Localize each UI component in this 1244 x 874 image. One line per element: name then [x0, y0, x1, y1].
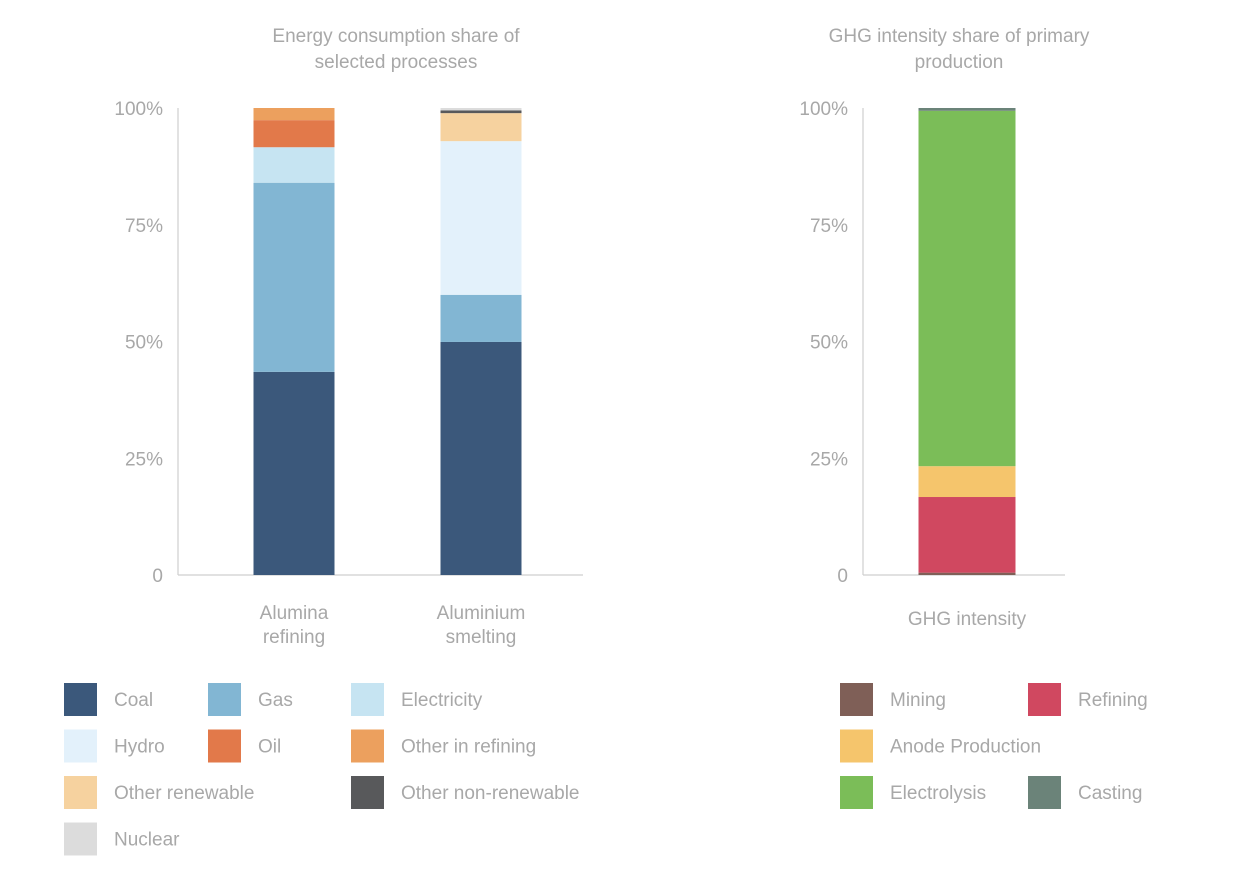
chart1-y-tick-label: 75% [125, 216, 163, 237]
chart1-legend-swatch-electricity [351, 683, 384, 716]
chart1-bar-segment-other-renewable [440, 113, 522, 142]
chart2-title-line: production [915, 52, 1004, 73]
chart1-legend-swatch-other-renewable [64, 776, 97, 809]
chart2-legend-swatch-casting [1028, 776, 1061, 809]
chart1-legend-label-nuclear: Nuclear [114, 830, 180, 851]
chart1-legend-label-electricity: Electricity [401, 690, 483, 711]
chart2-legend-label-electrolysis: Electrolysis [890, 783, 986, 804]
chart1-bar-segment-hydro [440, 141, 522, 295]
chart1-legend-swatch-oil [208, 729, 241, 763]
chart1-legend-swatch-gas [208, 683, 241, 716]
chart1-x-tick-label: smelting [446, 627, 517, 648]
chart2-y-tick-label: 25% [810, 449, 848, 470]
chart1-legend-label-hydro: Hydro [114, 737, 165, 758]
chart2-bar-segment-anode-production [918, 466, 1016, 498]
chart1-legend-label-other-renewable: Other renewable [114, 783, 254, 804]
chart2-legend-label-mining: Mining [890, 690, 946, 711]
chart1-y-tick-label: 0 [152, 566, 163, 587]
chart1-x-tick-label: Alumina [260, 603, 329, 624]
chart1-title-line: selected processes [315, 52, 478, 73]
chart2-legend-swatch-electrolysis [840, 776, 873, 809]
chart2-y-tick-label: 50% [810, 333, 848, 354]
chart1-bar-segment-oil [253, 120, 335, 148]
chart1-legend-label-gas: Gas [258, 690, 293, 711]
chart2-legend-label-casting: Casting [1078, 783, 1142, 804]
chart1-x-tick-label: refining [263, 627, 325, 648]
chart1-bar-segment-other-in-refining [253, 108, 335, 121]
chart2-title-line: GHG intensity share of primary [829, 26, 1090, 47]
chart2-legend-label-refining: Refining [1078, 690, 1148, 711]
chart1-bar-segment-electricity [253, 147, 335, 183]
chart1-legend-label-coal: Coal [114, 690, 153, 711]
chart1-legend-label-other-in-refining: Other in refining [401, 737, 536, 758]
chart2-y-tick-label: 75% [810, 216, 848, 237]
chart1-y-tick-label: 25% [125, 449, 163, 470]
chart2-legend-swatch-anode-production [840, 729, 873, 763]
chart1-bar-segment-gas [253, 182, 335, 372]
chart1-legend-swatch-coal [64, 683, 97, 716]
chart1-legend-label-oil: Oil [258, 737, 281, 758]
chart2-legend-label-anode-production: Anode Production [890, 737, 1041, 758]
chart1-bar-segment-coal [440, 341, 522, 575]
chart1-bar-segment-coal [253, 371, 335, 575]
chart1-y-tick-label: 100% [114, 99, 163, 120]
chart1-bar-segment-gas [440, 294, 522, 342]
chart1-title-line: Energy consumption share of [272, 26, 520, 47]
chart2-y-tick-label: 100% [799, 99, 848, 120]
chart1-bar-segment-nuclear [440, 108, 522, 111]
chart2-legend-swatch-refining [1028, 683, 1061, 716]
chart2-x-tick-label: GHG intensity [908, 609, 1027, 630]
chart1-bar-segment-other-non-renewable [440, 110, 522, 114]
chart2-y-tick-label: 0 [837, 566, 848, 587]
chart1-legend-swatch-hydro [64, 729, 97, 763]
chart2-bar-segment-casting [918, 108, 1016, 111]
chart1-x-tick-label: Aluminium [437, 603, 526, 624]
chart1-y-tick-label: 50% [125, 333, 163, 354]
chart2-bar-segment-electrolysis [918, 110, 1016, 467]
chart1-legend-swatch-other-non-renewable [351, 776, 384, 809]
chart1-legend-swatch-nuclear [64, 822, 97, 856]
chart1-legend-label-other-non-renewable: Other non-renewable [401, 783, 580, 804]
chart1-legend-swatch-other-in-refining [351, 729, 384, 763]
chart2-bar-segment-refining [918, 497, 1016, 573]
chart2-bar-segment-mining [918, 572, 1016, 575]
chart2-legend-swatch-mining [840, 683, 873, 716]
